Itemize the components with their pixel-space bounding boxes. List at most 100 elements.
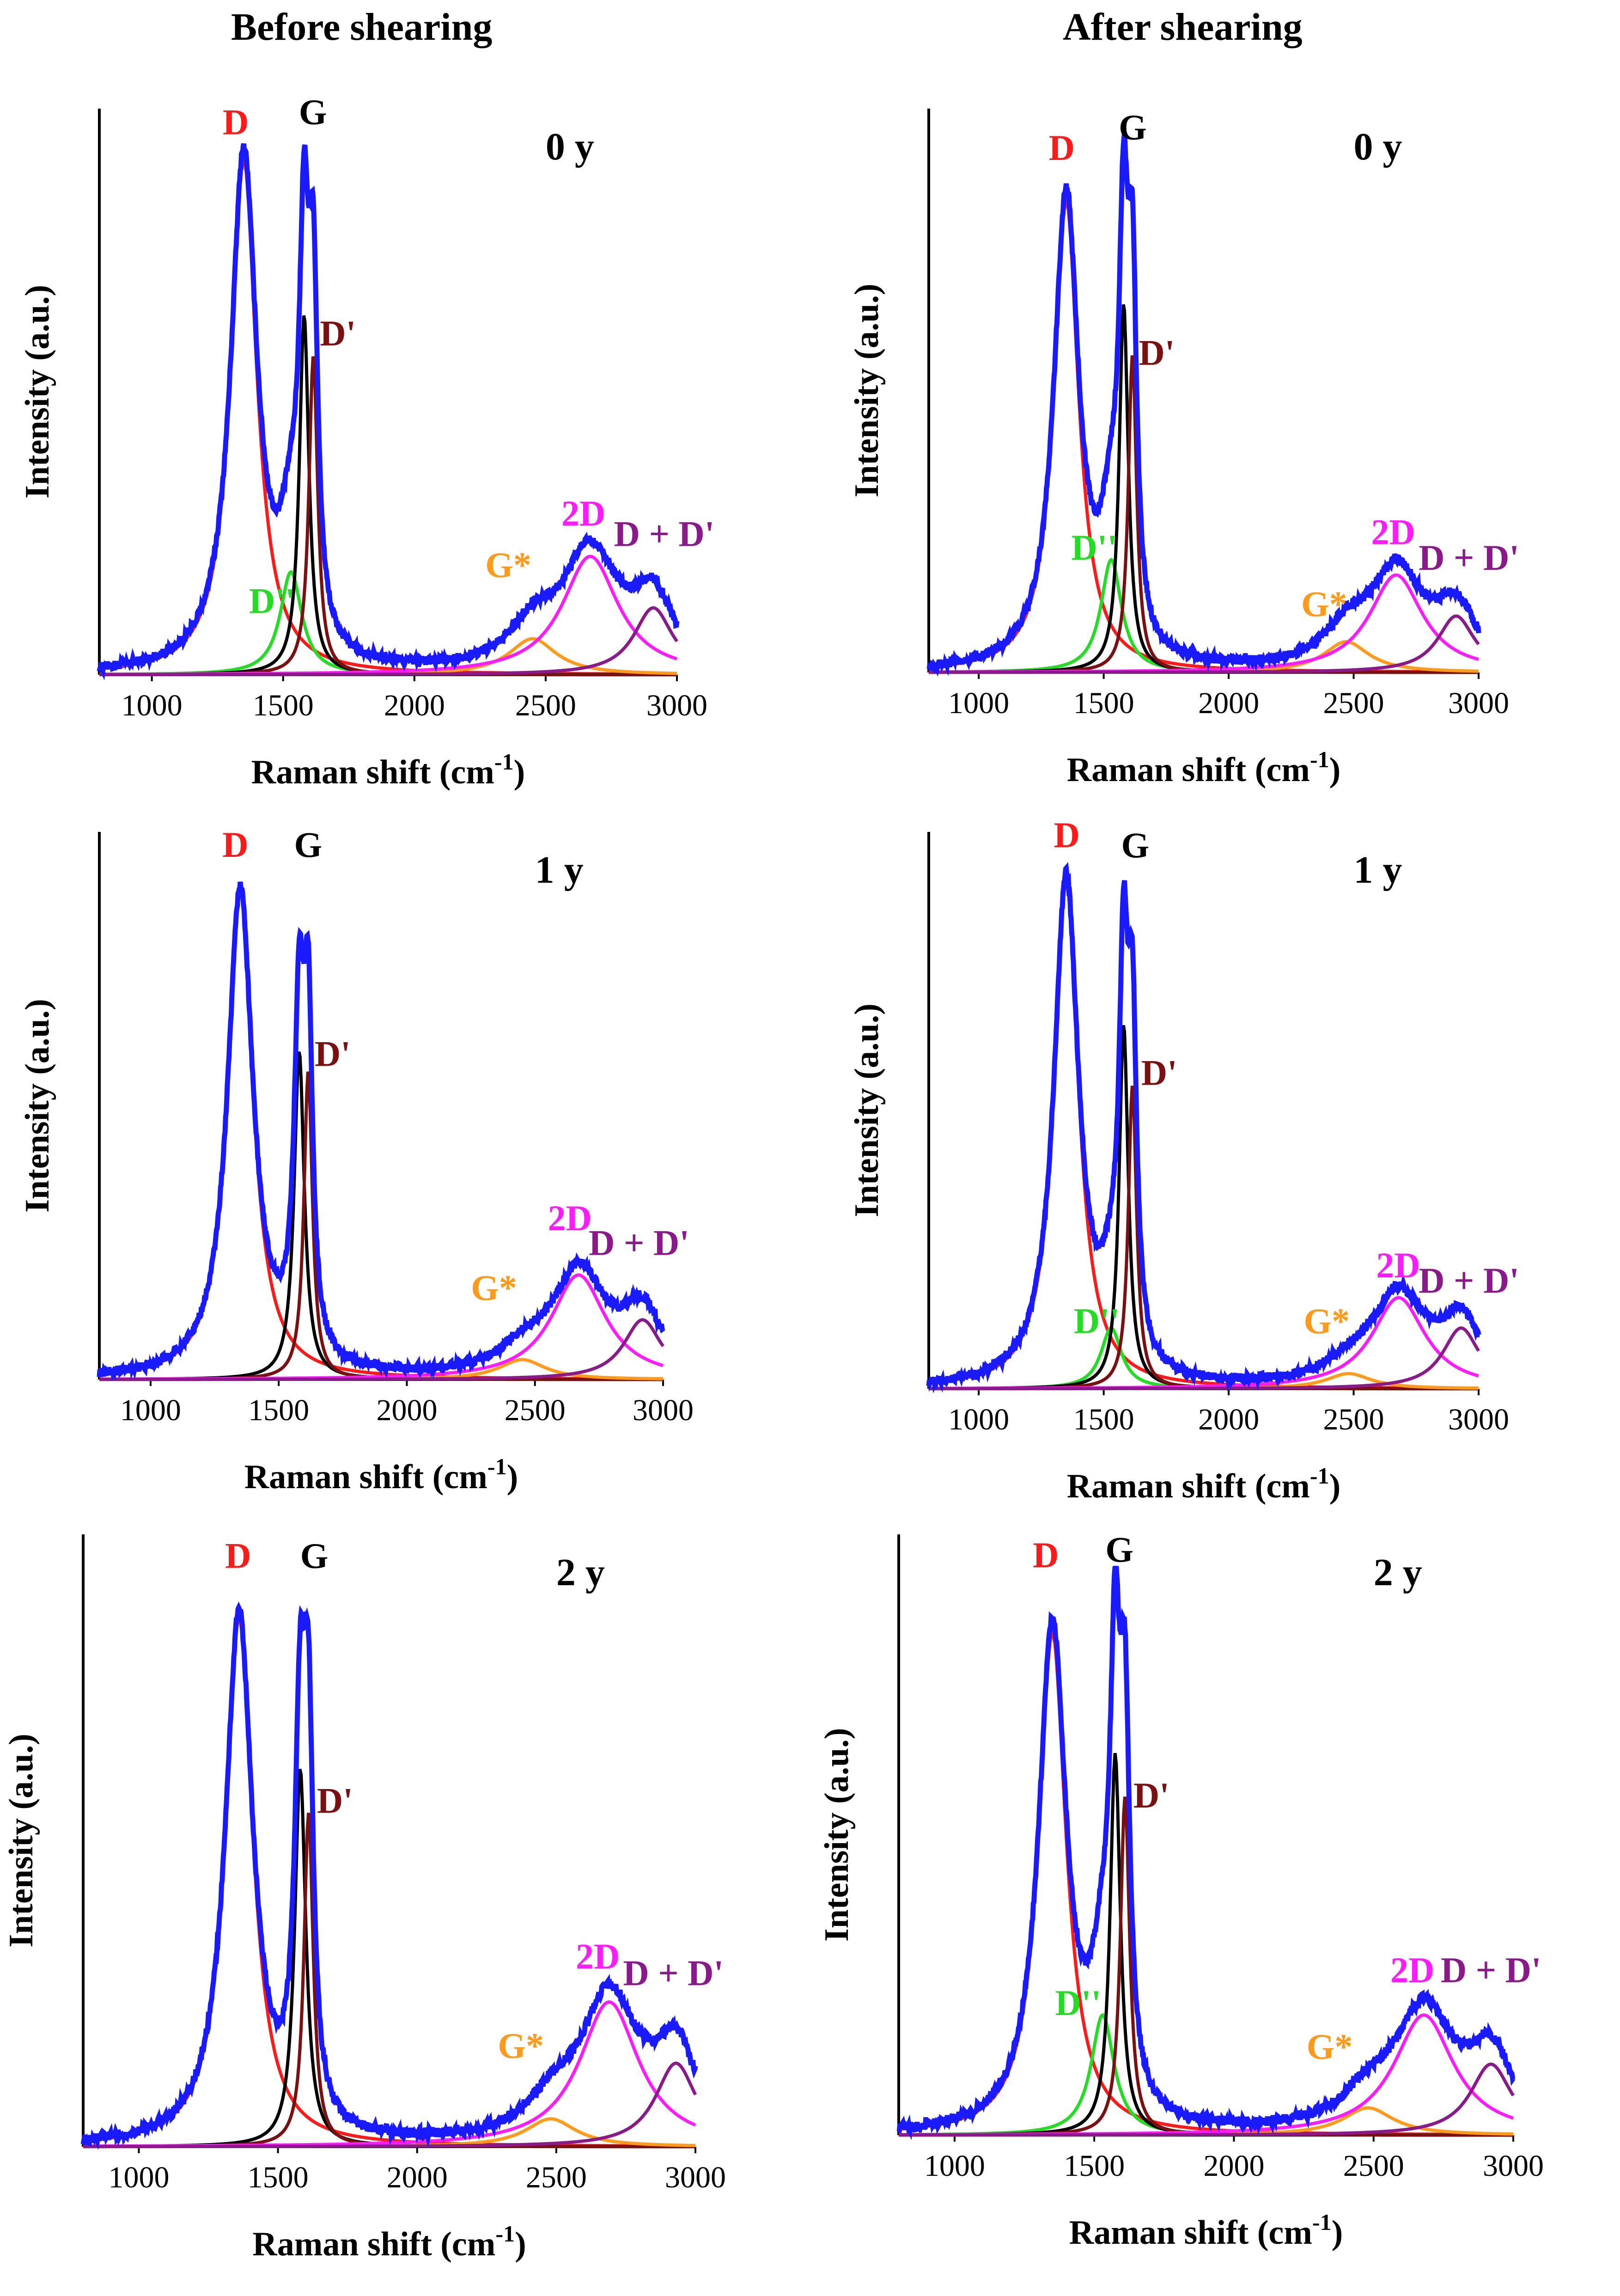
component-curve-D <box>898 1629 1513 2137</box>
column-title-before: Before shearing <box>231 6 493 49</box>
x-tick-label: 1000 <box>120 1393 181 1427</box>
peak-label: 2D <box>1376 1245 1420 1285</box>
component-curve-G <box>929 1025 1479 1391</box>
x-tick-label: 1500 <box>1064 2149 1125 2183</box>
peak-label: G <box>1121 825 1150 865</box>
peak-label: G* <box>485 544 531 585</box>
x-tick-label: 3000 <box>1483 2149 1544 2183</box>
x-tick-label: 2000 <box>384 689 445 722</box>
x-tick-label: 1500 <box>253 689 314 722</box>
peak-label: D + D' <box>589 1223 689 1263</box>
y-axis-title: Intensity (a.u.) <box>818 1728 856 1942</box>
peak-label: G* <box>1303 1301 1350 1341</box>
component-curve-DplusDp <box>99 606 678 677</box>
x-tick-label: 2500 <box>1323 1403 1384 1436</box>
x-axis-title: Raman shift (cm-1) <box>244 1453 518 1496</box>
peak-label: D + D' <box>1419 537 1519 578</box>
peak-label: D' <box>320 313 356 353</box>
peak-label: D' <box>1141 1053 1177 1093</box>
peak-label: D + D' <box>614 514 715 554</box>
x-tick-label: 2500 <box>1343 2149 1404 2183</box>
component-curve-2D <box>83 2000 696 2148</box>
chart-panel-after-1y: 1000 1500 2000 2500 3000 D G D' D'' G* 2DD + D' 1 y… <box>848 815 1519 1505</box>
x-tick-label: 1000 <box>108 2161 169 2194</box>
peak-label: D <box>1049 128 1075 168</box>
y-axis-title: Intensity (a.u.) <box>848 284 886 498</box>
x-axis-title: Raman shift (cm-1) <box>252 2221 526 2263</box>
peak-label: D' <box>315 1033 351 1074</box>
component-curve-D <box>99 887 663 1381</box>
component-curve-G <box>929 304 1479 674</box>
measured-spectrum <box>926 862 1481 1393</box>
y-axis-title: Intensity (a.u.) <box>18 285 56 499</box>
measured-spectrum <box>896 1565 1516 2140</box>
peak-label: D' <box>317 1780 353 1820</box>
x-tick-label: 2500 <box>526 2161 587 2194</box>
age-label: 2 y <box>556 1551 605 1594</box>
peak-label: 2D <box>1371 512 1415 552</box>
x-tick-label: 3000 <box>665 2161 726 2194</box>
peak-label: D + D' <box>1441 1950 1541 1990</box>
peak-label: D' <box>1133 1775 1169 1815</box>
peak-label: D <box>223 102 249 142</box>
x-tick-label: 1500 <box>1073 1403 1134 1436</box>
component-curve-DplusDp <box>929 614 1480 674</box>
chart-panel-before-1y: 1000 1500 2000 2500 3000 D G D' G* 2DD + D' 1 y Ram… <box>18 824 694 1496</box>
peak-label: D'' <box>1071 527 1117 568</box>
component-curve-DplusDp <box>929 1326 1480 1391</box>
peak-label: G <box>299 92 327 132</box>
measured-spectrum <box>97 881 665 1381</box>
component-curve-D <box>83 1615 695 2148</box>
chart-panel-before-0y: 1000 1500 2000 2500 3000 D G D' D'' G* 2DD + D' 0 y… <box>18 92 714 791</box>
x-tick-label: 1000 <box>122 689 183 722</box>
x-tick-label: 1000 <box>924 2149 985 2183</box>
x-tick-label: 1500 <box>1073 686 1134 720</box>
peak-label: 2D <box>1390 1950 1434 1990</box>
x-tick-label: 2500 <box>1323 686 1384 720</box>
peak-label: 2D <box>576 1936 620 1977</box>
chart-panel-before-2y: 1000 1500 2000 2500 3000 D G D' G* 2D D + D' 2 y Ram… <box>2 1534 726 2263</box>
chart-panel-after-0y: 1000 1500 2000 2500 3000 D G D' D'' G* 2DD + D' 0 y… <box>848 107 1519 789</box>
component-curve-DplusDp <box>899 2062 1515 2137</box>
peak-label: D <box>222 824 248 865</box>
peak-label: D <box>225 1535 251 1575</box>
peak-label: D'' <box>1055 1983 1102 2023</box>
x-tick-label: 3000 <box>646 689 707 722</box>
peak-label: G <box>300 1535 329 1575</box>
x-axis-title: Raman shift (cm-1) <box>1067 1463 1340 1505</box>
component-curve-Dp <box>83 1813 696 2149</box>
measured-spectrum <box>97 143 680 681</box>
peak-label: G <box>1119 107 1147 147</box>
age-label: 1 y <box>1354 849 1402 892</box>
peak-label: G* <box>1307 2027 1353 2067</box>
peak-label: G <box>294 824 322 865</box>
x-axis-title: Raman shift (cm-1) <box>1069 2209 1343 2252</box>
x-tick-label: 3000 <box>1448 1403 1509 1436</box>
peak-label: D <box>1033 1535 1059 1575</box>
peak-label: D' <box>1139 333 1175 373</box>
chart-panel-after-2y: 1000 1500 2000 2500 3000 D G D' D'' G* 2D D + D' 2 y… <box>818 1529 1544 2252</box>
peak-label: D + D' <box>623 1953 724 1993</box>
x-tick-label: 1000 <box>948 686 1009 720</box>
peak-label: 2D <box>548 1198 591 1238</box>
x-axis-title: Raman shift (cm-1) <box>251 749 525 791</box>
component-curve-D <box>99 156 677 676</box>
column-title-after: After shearing <box>1063 6 1303 49</box>
x-tick-label: 2500 <box>515 689 576 722</box>
y-axis-title: Intensity (a.u.) <box>2 1734 40 1948</box>
y-axis-title: Intensity (a.u.) <box>18 999 56 1213</box>
x-tick-label: 2000 <box>1198 1403 1259 1436</box>
component-curve-D <box>928 878 1479 1390</box>
age-label: 0 y <box>1354 125 1402 168</box>
x-tick-label: 1500 <box>248 1393 309 1427</box>
x-tick-label: 2000 <box>1203 2149 1264 2183</box>
x-tick-label: 3000 <box>633 1393 694 1427</box>
peak-label: G <box>1105 1529 1133 1569</box>
x-tick-label: 1000 <box>948 1403 1009 1436</box>
peak-label: 2D <box>561 493 605 533</box>
x-tick-label: 2500 <box>505 1393 566 1427</box>
measured-spectrum <box>926 133 1481 677</box>
x-axis-title: Raman shift (cm-1) <box>1067 746 1340 789</box>
component-curve-DplusDp <box>99 1318 664 1381</box>
y-axis-title: Intensity (a.u.) <box>848 1003 886 1217</box>
